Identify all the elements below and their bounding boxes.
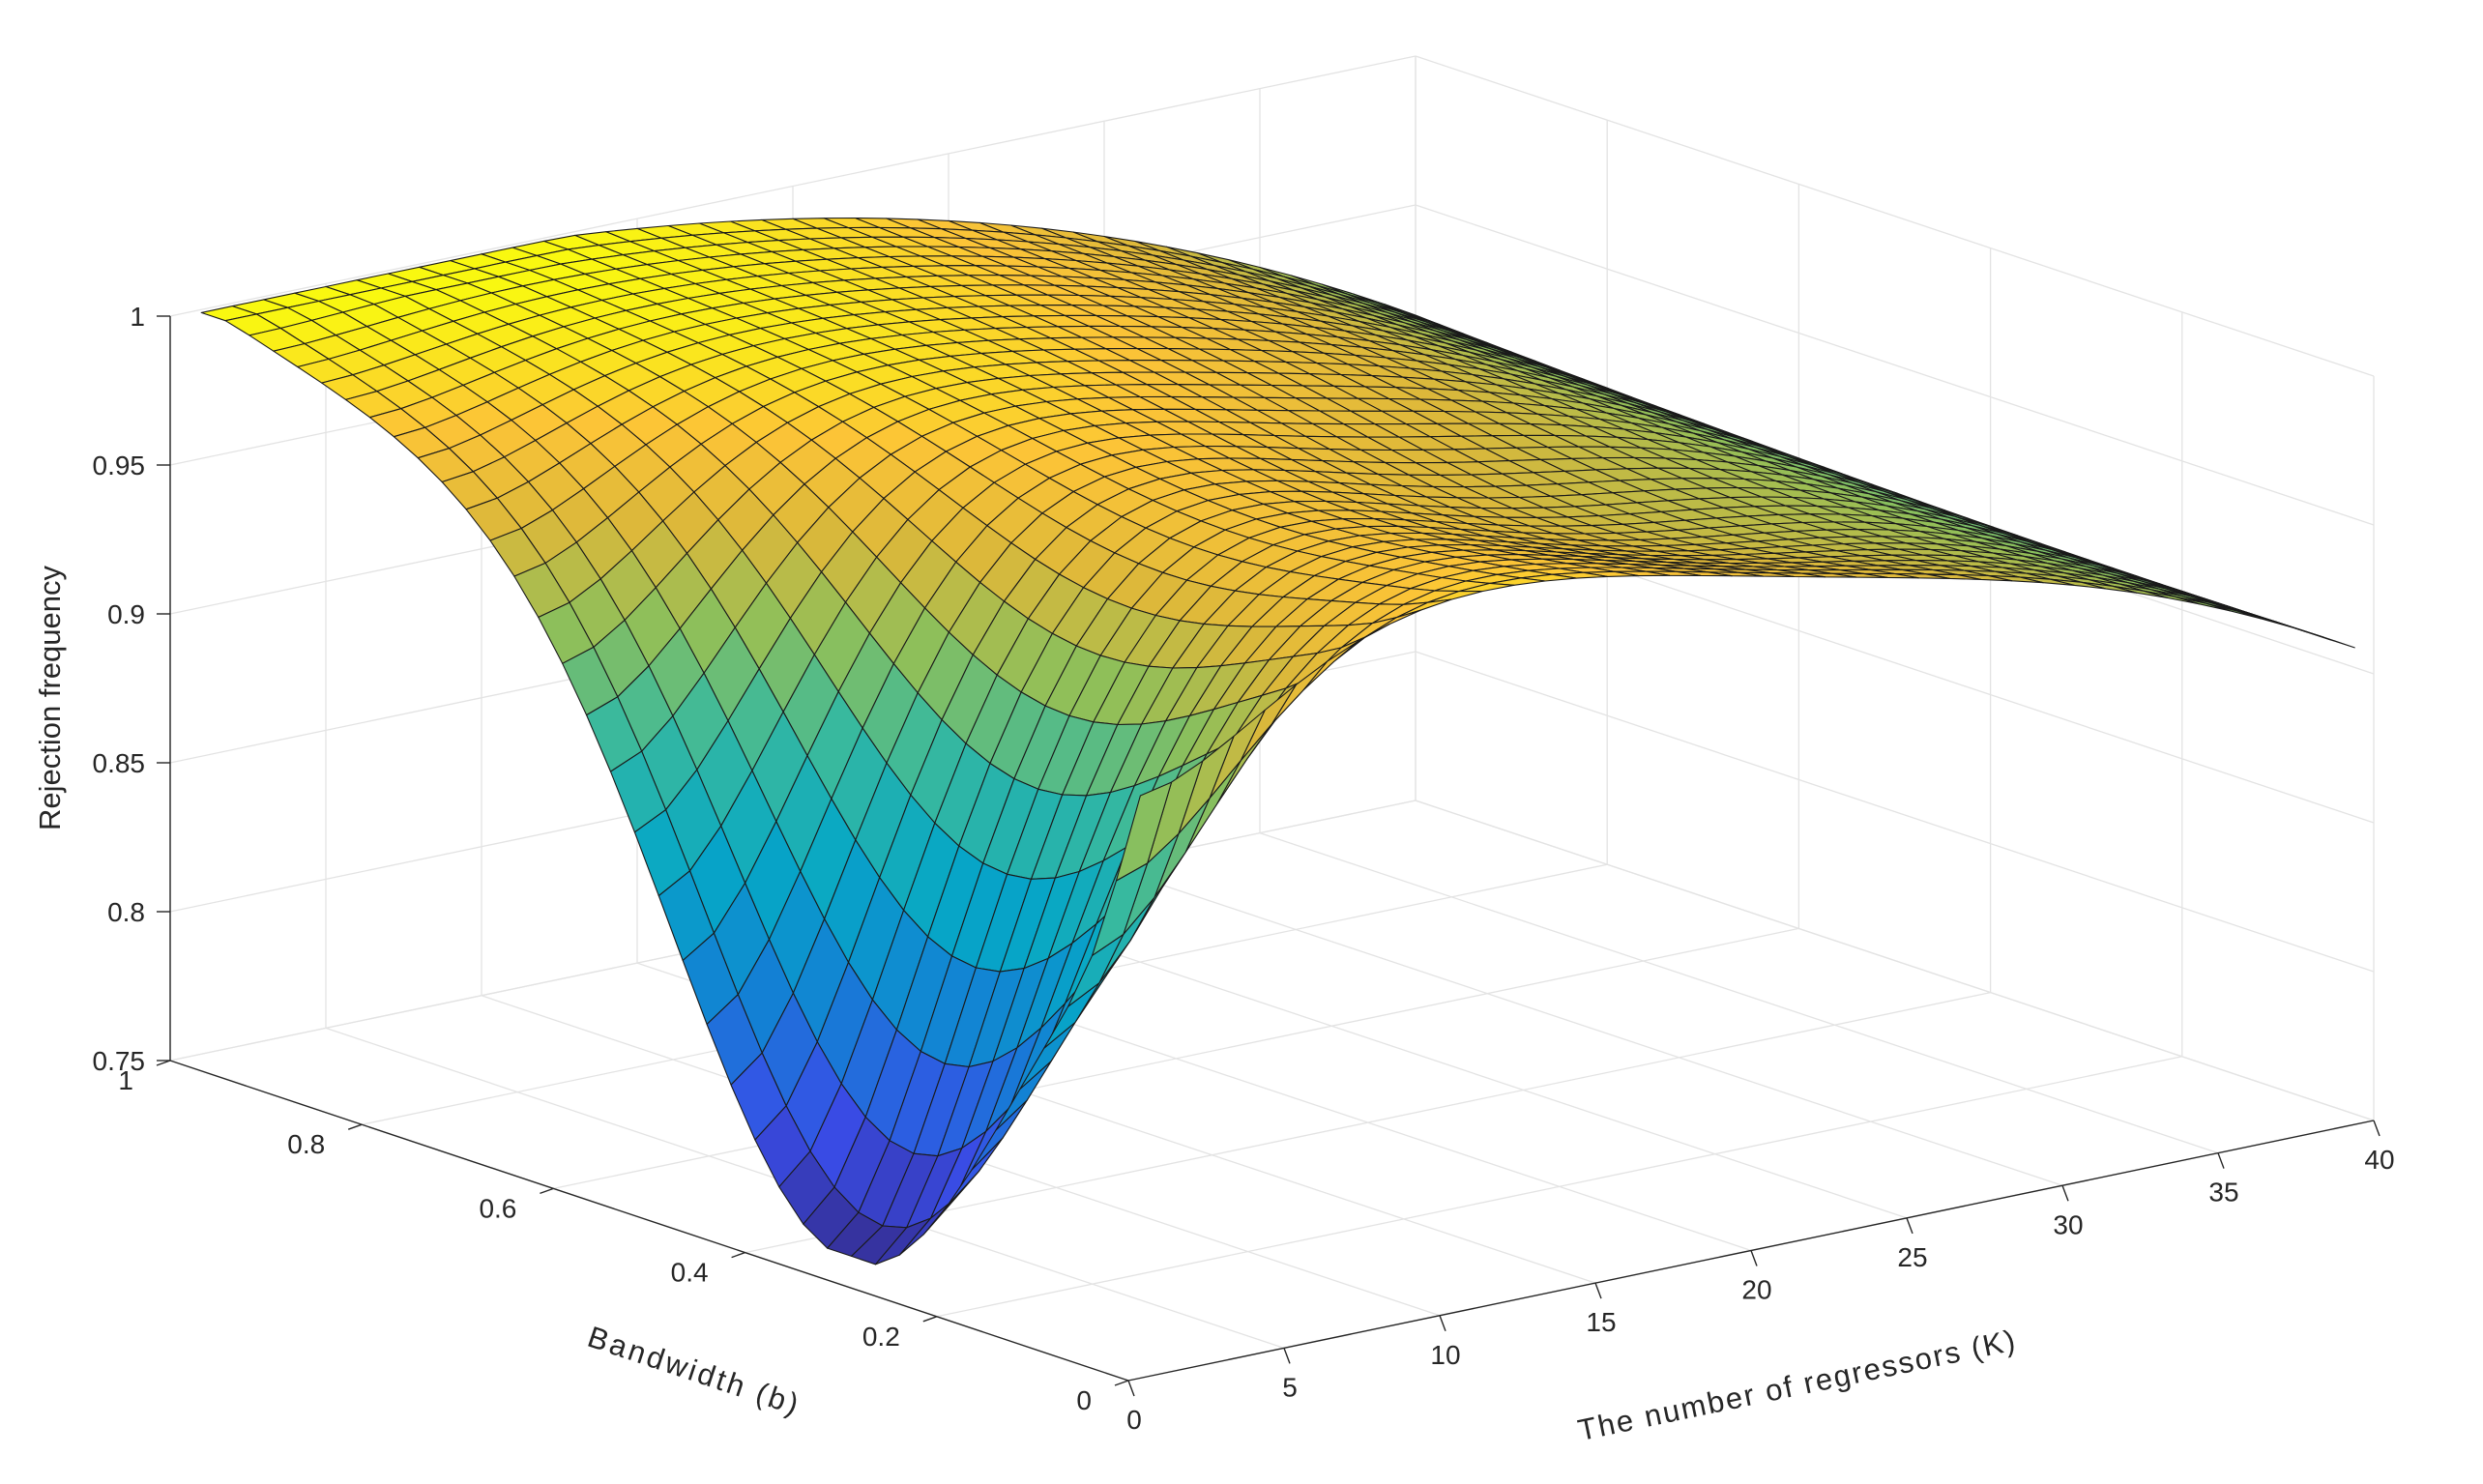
y-tick-mark <box>540 1187 554 1195</box>
x-tick-label: 5 <box>1282 1372 1298 1402</box>
grid-line <box>1415 800 2375 1121</box>
x-tick-label: 10 <box>1430 1340 1460 1370</box>
x-tick-label: 25 <box>1897 1242 1927 1272</box>
z-tick-label: 0.8 <box>107 897 145 927</box>
y-tick-label: 0.4 <box>671 1258 709 1288</box>
y-tick-mark <box>1114 1380 1129 1386</box>
x-tick-mark <box>1283 1348 1291 1364</box>
y-axis-label: Bandwidth (b) <box>584 1320 806 1422</box>
grid-line <box>1415 55 2375 377</box>
x-tick-mark <box>1127 1380 1135 1397</box>
x-tick-label: 40 <box>2364 1145 2394 1175</box>
y-axis-line <box>169 1060 1129 1382</box>
grid-line <box>1415 651 2375 973</box>
axis-ticks: 0.750.80.850.90.95100.20.40.60.810510152… <box>93 302 2395 1435</box>
y-tick-label: 0 <box>1076 1385 1092 1415</box>
x-tick-mark <box>1906 1217 1913 1235</box>
y-tick-mark <box>347 1123 363 1130</box>
grid-line <box>936 1056 2182 1318</box>
x-tick-label: 0 <box>1126 1405 1142 1435</box>
grid-line <box>745 991 1991 1254</box>
x-tick-mark <box>2373 1120 2381 1137</box>
y-tick-label: 0.2 <box>862 1322 900 1352</box>
z-tick-label: 0.9 <box>107 599 145 629</box>
z-tick-label: 0.95 <box>93 451 146 480</box>
z-tick-label: 0.75 <box>93 1046 146 1076</box>
x-tick-mark <box>2217 1152 2225 1169</box>
x-tick-mark <box>1750 1250 1758 1266</box>
x-tick-label: 30 <box>2053 1209 2083 1239</box>
z-tick-label: 1 <box>130 302 145 332</box>
surface-facet <box>1115 781 1173 882</box>
x-tick-label: 35 <box>2208 1178 2238 1208</box>
y-tick-mark <box>156 1060 171 1066</box>
grid-line <box>1103 864 2063 1186</box>
z-axis-label: Rejection frequency <box>33 566 67 830</box>
y-tick-label: 0.6 <box>479 1193 516 1223</box>
y-tick-label: 0.8 <box>287 1129 325 1159</box>
grid-line <box>1259 831 2219 1154</box>
y-tick-mark <box>922 1316 938 1323</box>
y-tick-mark <box>731 1251 745 1259</box>
z-tick-label: 0.85 <box>93 748 146 778</box>
x-axis-label: The number of regressors (K) <box>1575 1323 2020 1447</box>
grid-line <box>169 55 1417 317</box>
y-tick-label: 1 <box>118 1065 133 1095</box>
x-tick-label: 15 <box>1586 1307 1616 1337</box>
x-tick-label: 20 <box>1741 1275 1771 1305</box>
surface-mesh <box>200 217 2355 1266</box>
x-tick-mark <box>1439 1315 1446 1332</box>
x-tick-mark <box>1594 1282 1602 1299</box>
grid-line <box>1415 204 2375 526</box>
x-tick-mark <box>2061 1185 2069 1202</box>
